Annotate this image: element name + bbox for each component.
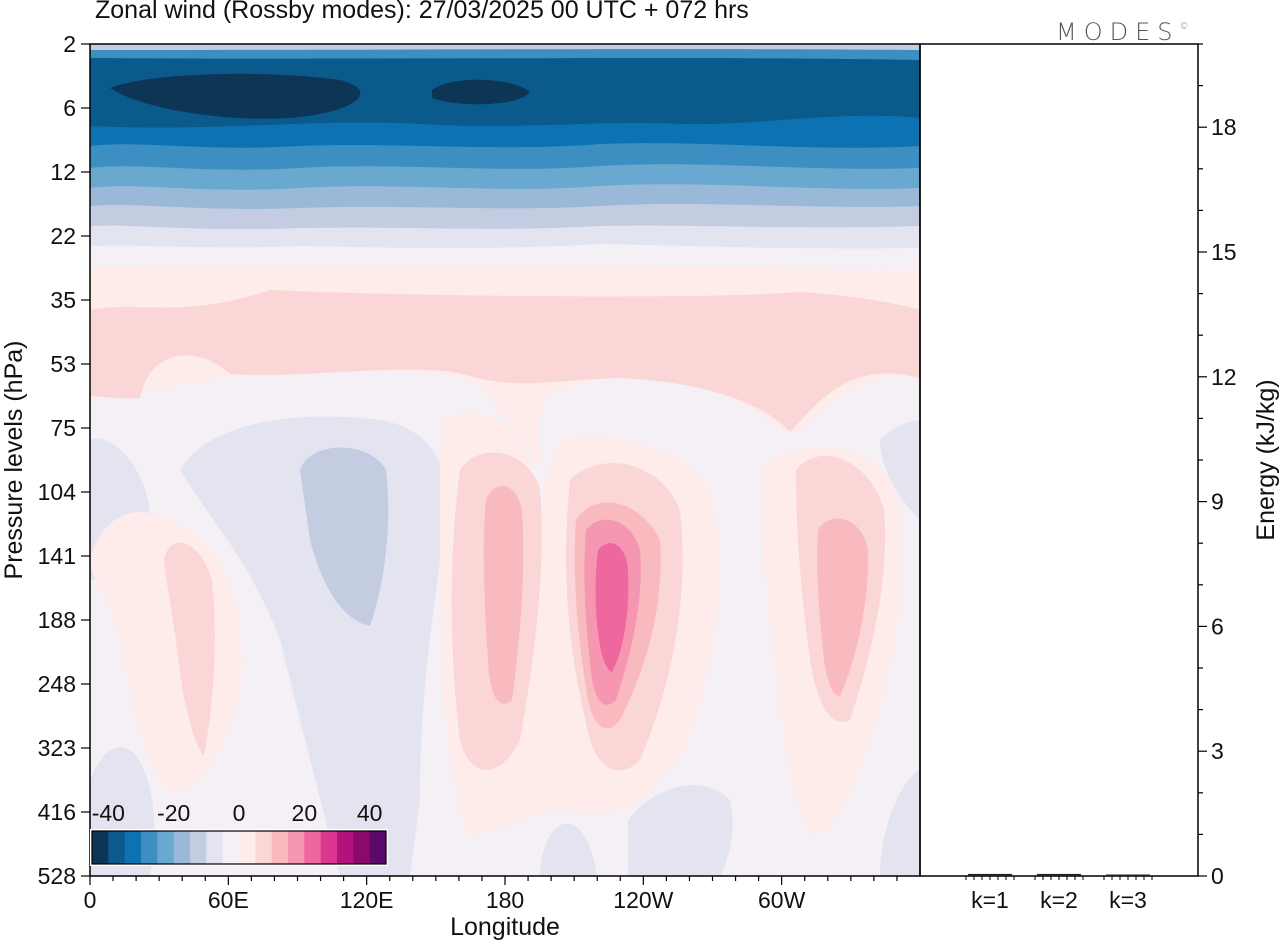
colorbar-label: -20 bbox=[157, 800, 190, 826]
energy-axis: 0 3 6 9 12 15 18 bbox=[1198, 43, 1237, 889]
colorbar-swatch bbox=[304, 831, 322, 864]
colorbar-swatch bbox=[255, 831, 273, 864]
energy-tick-label: 12 bbox=[1211, 364, 1237, 390]
energy-tick-label: 18 bbox=[1211, 114, 1237, 140]
y-tick-label: 12 bbox=[50, 159, 76, 185]
colorbar-swatch bbox=[337, 831, 354, 864]
energy-bars: k=1 k=2 k=3 bbox=[965, 873, 1153, 913]
x-tick-label: 120E bbox=[340, 887, 394, 913]
y-tick-label: 53 bbox=[50, 351, 76, 377]
y-axis: 2 6 12 22 35 53 75 104 141 188 248 323 416 528 bbox=[38, 31, 90, 889]
energy-tick-label: 3 bbox=[1211, 738, 1224, 764]
colorbar: -40 -20 0 20 40 bbox=[90, 800, 388, 866]
y-tick-label: 2 bbox=[63, 31, 76, 57]
energy-bar bbox=[1037, 873, 1081, 876]
y-tick-label: 75 bbox=[50, 415, 76, 441]
x-tick-label: 0 bbox=[84, 887, 97, 913]
zonal-wind-field bbox=[90, 44, 920, 876]
colorbar-swatch bbox=[239, 831, 256, 864]
y-axis-label: Pressure levels (hPa) bbox=[0, 341, 28, 580]
colorbar-label: 20 bbox=[292, 800, 318, 826]
colorbar-swatch bbox=[206, 831, 224, 864]
colorbar-swatch bbox=[353, 831, 371, 864]
colorbar-label: 0 bbox=[233, 800, 246, 826]
y-tick-label: 35 bbox=[50, 287, 76, 313]
y-tick-label: 528 bbox=[38, 863, 76, 889]
y-tick-label: 416 bbox=[38, 799, 76, 825]
energy-tick-label: 9 bbox=[1211, 489, 1224, 515]
k-label: k=2 bbox=[1040, 887, 1078, 913]
y-tick-label: 141 bbox=[38, 543, 76, 569]
colorbar-swatch bbox=[173, 831, 191, 864]
y-tick-label: 6 bbox=[63, 95, 76, 121]
colorbar-swatch bbox=[124, 831, 142, 864]
colorbar-swatch bbox=[92, 831, 109, 864]
y-tick-label: 323 bbox=[38, 735, 76, 761]
colorbar-swatch bbox=[190, 831, 207, 864]
energy-tick-label: 0 bbox=[1211, 863, 1224, 889]
colorbar-label: -40 bbox=[92, 800, 125, 826]
k-label: k=1 bbox=[971, 887, 1009, 913]
colorbar-frame bbox=[91, 830, 387, 865]
logo-text: MODES bbox=[1056, 18, 1180, 46]
y-tick-label: 248 bbox=[38, 671, 76, 697]
colorbar-swatch bbox=[271, 831, 289, 864]
energy-panel-frame bbox=[919, 43, 1199, 877]
colorbar-swatch bbox=[320, 831, 338, 864]
colorbar-swatch bbox=[141, 831, 158, 864]
k-label: k=3 bbox=[1109, 887, 1147, 913]
chart-title: Zonal wind (Rossby modes): 27/03/2025 00… bbox=[95, 0, 749, 24]
logo-mark: © bbox=[1179, 22, 1189, 32]
energy-tick-label: 15 bbox=[1211, 239, 1237, 265]
colorbar-swatch bbox=[222, 831, 240, 864]
colorbar-swatch bbox=[288, 831, 305, 864]
modes-logo: MODES© bbox=[1056, 18, 1188, 46]
energy-bar bbox=[968, 873, 1012, 876]
colorbar-swatch bbox=[369, 831, 387, 864]
x-tick-label: 60W bbox=[758, 887, 806, 913]
energy-tick-label: 6 bbox=[1211, 613, 1224, 639]
x-axis: 0 60E 120E 180 120W 60W bbox=[84, 876, 898, 913]
x-tick-label: 180 bbox=[486, 887, 524, 913]
y-tick-label: 22 bbox=[50, 223, 76, 249]
x-axis-label: Longitude bbox=[450, 913, 560, 941]
energy-axis-label: Energy (kJ/kg) bbox=[1252, 379, 1280, 540]
colorbar-label: 40 bbox=[357, 800, 383, 826]
colorbar-swatch bbox=[108, 831, 126, 864]
x-tick-label: 60E bbox=[208, 887, 249, 913]
y-tick-label: 104 bbox=[38, 479, 77, 505]
colorbar-swatch bbox=[157, 831, 175, 864]
y-tick-label: 188 bbox=[38, 607, 76, 633]
x-tick-label: 120W bbox=[613, 887, 673, 913]
energy-bar bbox=[1106, 874, 1150, 876]
